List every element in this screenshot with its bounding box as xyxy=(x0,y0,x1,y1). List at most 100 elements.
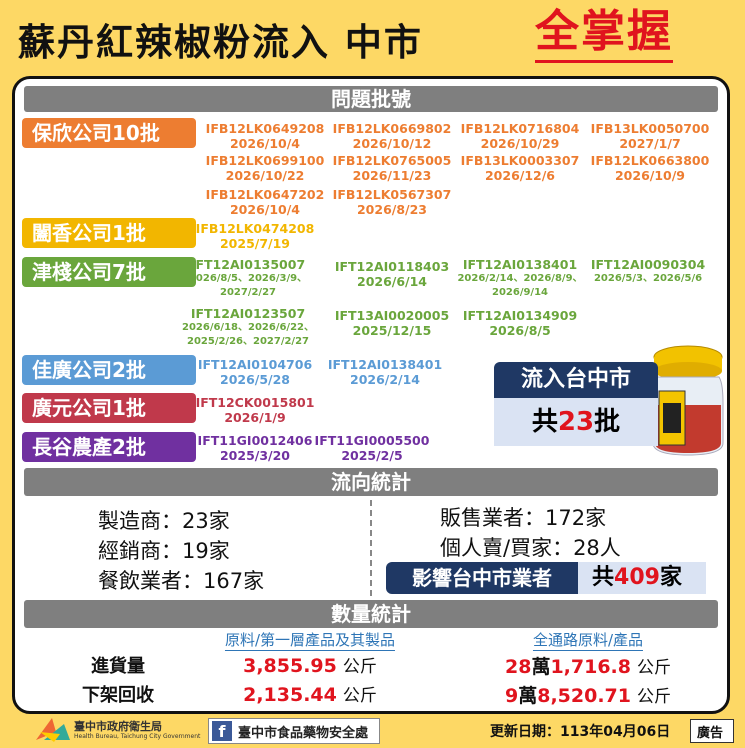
batch-code: IFT11GI0005500 xyxy=(314,433,430,448)
batch-code: IFB12LK0699100 xyxy=(205,153,325,168)
batch-code: IFB13LK0003307 xyxy=(460,153,580,168)
total-prefix: 共 xyxy=(531,407,558,437)
batch-code: IFT11GI0012406 xyxy=(197,433,313,448)
batch-date: 2026/8/5、2026/3/9、 xyxy=(188,273,308,284)
batch-code: IFT12AI0118403 xyxy=(334,259,450,274)
batch-code: IFB13LK0050700 xyxy=(590,121,710,136)
batch-code: IFB12LK0567307 xyxy=(332,187,452,202)
batch-item: IFT12CK0015801 2026/1/9 xyxy=(196,395,315,425)
batch-date: 2025/12/15 xyxy=(352,323,432,338)
batch-date: 2026/10/12 xyxy=(352,136,432,151)
batch-date: 2025/7/19 xyxy=(219,236,290,251)
batch-item: IFT12AI0090304 2026/5/3、2026/5/6 xyxy=(591,257,705,286)
callout-total: 共23批 xyxy=(494,398,658,446)
impact-prefix: 共 xyxy=(592,565,615,590)
impact-unit: 家 xyxy=(659,565,682,590)
agency-name-en: Health Bureau, Taichung City Government xyxy=(74,733,201,740)
impact-label: 影響台中市業者 xyxy=(386,562,578,594)
batch-date: 2026/6/14 xyxy=(356,274,428,289)
batch-date: 2026/10/22 xyxy=(225,168,305,183)
unit: 公斤 xyxy=(637,687,672,707)
batch-date: 2026/8/23 xyxy=(356,202,427,217)
distribution-item: 製造商：23家 xyxy=(98,509,230,533)
quantity-value: 2,135.44 公斤 xyxy=(243,681,377,706)
facebook-name: 臺中市食品藥物安全處 xyxy=(238,726,369,741)
impact-count: 409 xyxy=(614,565,660,590)
company-tag: 闔香公司1批 xyxy=(22,218,196,248)
batch-item: IFB13LK0050700 2027/1/7 xyxy=(591,121,710,151)
agency-logo xyxy=(36,718,70,742)
batch-date: 2026/10/4 xyxy=(229,202,300,217)
batch-date: 2026/10/4 xyxy=(229,136,300,151)
callout-label: 流入台中市 xyxy=(494,362,658,398)
title-highlight: 全掌握 xyxy=(535,4,673,63)
batch-date: 2026/5/28 xyxy=(219,372,291,387)
facebook-badge xyxy=(208,718,380,744)
batch-item: IFT12AI0104706 2026/5/28 xyxy=(198,357,312,387)
batch-item: IFB12LK0647202 2026/10/4 xyxy=(206,187,325,217)
batch-item: IFT13AI0020005 2025/12/15 xyxy=(335,308,449,338)
unit: 公斤 xyxy=(637,658,672,678)
impact-total: 共409家 xyxy=(578,562,706,594)
batch-code: IFT12AI0104706 xyxy=(197,357,313,372)
batch-code: IFT12AI0134909 xyxy=(462,308,578,323)
row-label: 下架回收 xyxy=(82,685,154,706)
unit: 公斤 xyxy=(342,686,377,706)
quantity-value: 9萬8,520.71 公斤 xyxy=(505,681,671,708)
batch-date: 2026/1/9 xyxy=(224,410,286,425)
batch-item: IFB12LK0567307 2026/8/23 xyxy=(333,187,452,217)
batch-item: IFT12AI0138401 2026/2/14 xyxy=(328,357,442,387)
batch-code: IFT12AI0138401 xyxy=(462,257,578,272)
total-unit: 批 xyxy=(594,407,621,437)
batch-date: 2025/2/5 xyxy=(341,448,403,463)
company-tag: 津棧公司7批 xyxy=(22,257,196,287)
value-part: 1,716.8 xyxy=(550,656,632,678)
batch-date: 2026/10/29 xyxy=(480,136,560,151)
row-label: 進貨量 xyxy=(91,656,145,677)
value-part: 28 xyxy=(504,656,532,678)
batch-item: IFT12AI0134909 2026/8/5 xyxy=(463,308,577,338)
ad-label: 廣告 xyxy=(697,726,724,741)
batch-date: 2026/6/18、2026/6/22、 xyxy=(181,322,315,333)
ad-box xyxy=(690,719,734,743)
batch-item: IFB12LK0669802 2026/10/12 xyxy=(333,121,452,151)
value-part: 8,520.71 xyxy=(537,685,632,707)
distribution-item: 個人賣/買家：28人 xyxy=(440,536,621,560)
batch-code: IFT13AI0020005 xyxy=(334,308,450,323)
divider xyxy=(370,500,372,596)
batch-item: IFB12LK0716804 2026/10/29 xyxy=(461,121,580,151)
batch-code: IFT12AI0123507 xyxy=(190,306,306,321)
value-part: 萬 xyxy=(531,656,551,678)
updated-date: 更新日期：113年04月06日 xyxy=(490,724,671,740)
batch-date: 2027/1/7 xyxy=(619,136,681,151)
batch-code: IFB12LK0716804 xyxy=(460,121,580,136)
batch-code: IFB12LK0649208 xyxy=(205,121,325,136)
batch-code: IFT12AI0138401 xyxy=(327,357,443,372)
batch-item: IFB12LK0649208 2026/10/4 xyxy=(206,121,325,151)
batch-date: 2027/2/27 xyxy=(219,287,277,298)
batch-date: 2026/11/23 xyxy=(352,168,432,183)
batch-item: IFT11GI0012406 2025/3/20 xyxy=(198,433,313,463)
facebook-icon: f xyxy=(212,721,232,741)
batch-date: 2025/3/20 xyxy=(219,448,290,463)
batch-code: IFB12LK0663800 xyxy=(590,153,710,168)
batch-code: IFB12LK0474208 xyxy=(195,221,315,236)
batch-item: IFB12LK0474208 2025/7/19 xyxy=(196,221,315,251)
batch-item: IFB13LK0003307 2026/12/6 xyxy=(461,153,580,183)
column-header: 全通路原料/產品 xyxy=(532,631,644,651)
column-header: 原料/第一層產品及其製品 xyxy=(224,631,396,651)
batch-date: 2026/2/14、2026/8/9、 xyxy=(457,273,583,284)
distribution-item: 餐飲業者：167家 xyxy=(98,569,265,593)
batch-code: IFB12LK0669802 xyxy=(332,121,452,136)
batch-item: IFB12LK0765005 2026/11/23 xyxy=(333,153,452,183)
value-part: 萬 xyxy=(518,685,538,707)
batch-date: 2025/2/26、2027/2/27 xyxy=(186,336,310,347)
batch-item: IFB12LK0699100 2026/10/22 xyxy=(206,153,325,183)
batch-item: IFT12AI0138401 2026/2/14、2026/8/9、 2026/9/… xyxy=(457,257,582,300)
batch-date: 2026/10/9 xyxy=(614,168,685,183)
batch-date: 2026/9/14 xyxy=(491,287,549,298)
title: 蘇丹紅辣椒粉流入 中市 xyxy=(18,21,423,64)
company-tag: 佳廣公司2批 xyxy=(22,355,196,385)
value-part: 3,855.95 xyxy=(243,655,337,677)
